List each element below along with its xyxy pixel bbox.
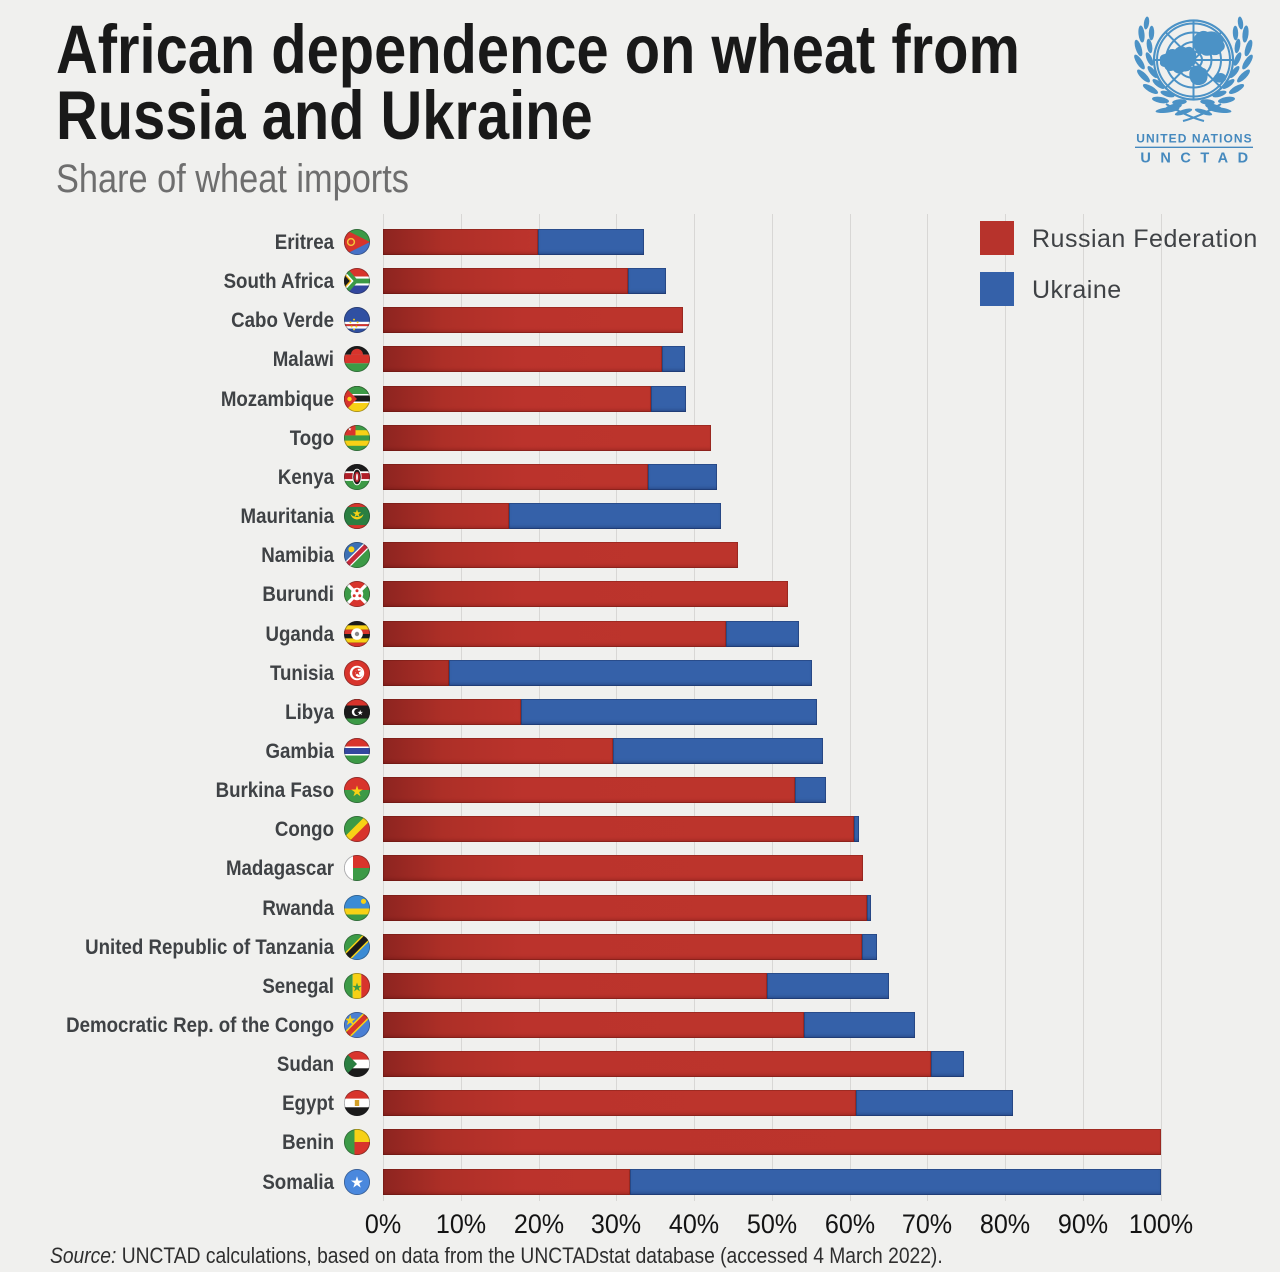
svg-text:UNCTAD: UNCTAD xyxy=(1140,151,1257,167)
svg-text:UNITED NATIONS: UNITED NATIONS xyxy=(1136,132,1253,146)
